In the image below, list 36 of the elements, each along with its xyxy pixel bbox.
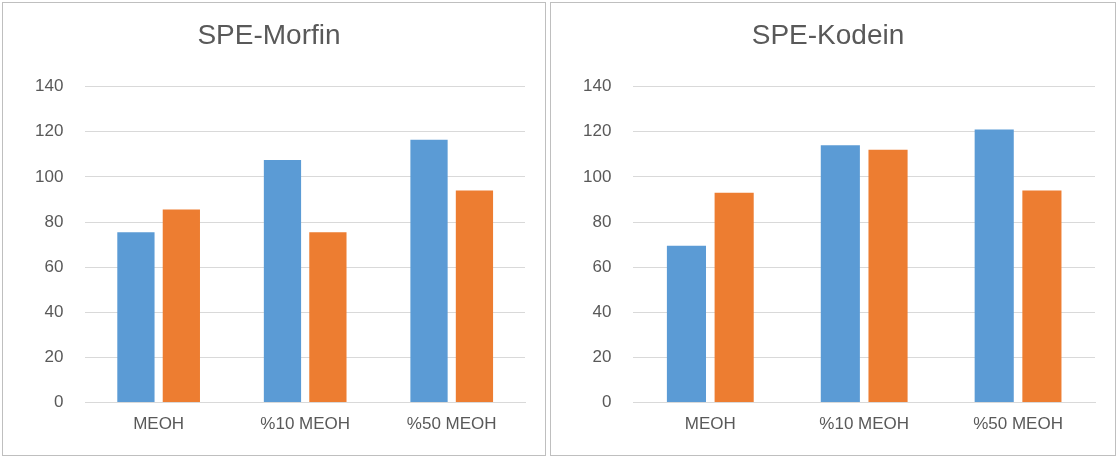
x-tick-label: %10 MEOH: [260, 414, 351, 434]
y-tick-label: 20: [44, 347, 64, 367]
chart-title: SPE-Morfin: [197, 18, 341, 50]
bar: [666, 245, 707, 403]
x-tick-label: MEOH: [133, 414, 185, 434]
y-tick-label: 20: [592, 347, 612, 367]
bar: [714, 192, 754, 403]
y-tick-label: 100: [582, 166, 612, 186]
y-tick-label: 0: [53, 392, 64, 412]
y-tick-label: 40: [44, 302, 64, 321]
y-tick-label: 60: [44, 256, 64, 276]
x-tick-label: %10 MEOH: [819, 414, 910, 434]
bar: [162, 209, 200, 403]
y-tick-label: 80: [44, 211, 64, 231]
bar: [974, 129, 1014, 403]
y-tick-label: 120: [34, 121, 64, 141]
y-tick-label: 100: [34, 166, 64, 186]
bar: [1022, 190, 1062, 403]
bar: [410, 139, 448, 403]
bar: [455, 190, 494, 403]
y-tick-label: 140: [34, 76, 64, 96]
bar: [117, 232, 155, 403]
bar: [263, 159, 302, 403]
chart-title: SPE-Kodein: [751, 18, 905, 50]
bar: [309, 232, 347, 403]
y-tick-label: 0: [601, 392, 612, 412]
y-tick-label: 60: [592, 256, 612, 276]
bar: [868, 149, 908, 403]
y-tick-label: 40: [592, 302, 612, 321]
y-tick-label: 80: [592, 211, 612, 231]
y-tick-label: 140: [582, 76, 612, 96]
x-tick-label: MEOH: [684, 414, 736, 434]
x-tick-label: %50 MEOH: [973, 414, 1063, 434]
bar: [820, 145, 860, 403]
x-tick-label: %50 MEOH: [406, 414, 497, 434]
y-tick-label: 120: [582, 121, 612, 141]
